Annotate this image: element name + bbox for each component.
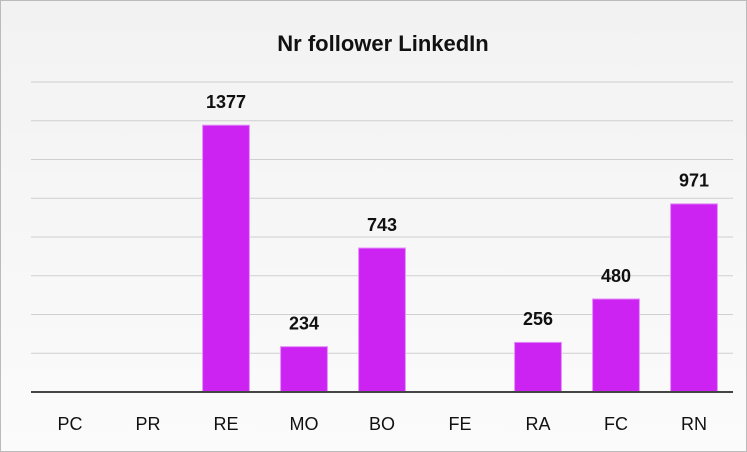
- bar: [280, 346, 328, 393]
- x-tick-label: MO: [290, 414, 319, 434]
- x-tick-label: PR: [135, 414, 160, 434]
- bar: [592, 298, 640, 393]
- x-tick-label: FC: [604, 414, 628, 434]
- x-tick-label: RN: [681, 414, 707, 434]
- data-label: 743: [367, 215, 397, 235]
- data-label: 256: [523, 309, 553, 329]
- x-tick-label: FE: [448, 414, 471, 434]
- bar: [358, 247, 406, 393]
- chart-title: Nr follower LinkedIn: [277, 31, 488, 56]
- data-label: 1377: [206, 92, 246, 112]
- x-tick-label: PC: [57, 414, 82, 434]
- bar: [202, 124, 250, 393]
- bar: [670, 203, 718, 393]
- x-tick-label: BO: [369, 414, 395, 434]
- data-label: 234: [289, 313, 319, 333]
- data-label: 480: [601, 266, 631, 286]
- x-tick-label: RA: [525, 414, 550, 434]
- data-label: 971: [679, 171, 709, 191]
- x-tick-label: RE: [213, 414, 238, 434]
- bar: [514, 341, 562, 393]
